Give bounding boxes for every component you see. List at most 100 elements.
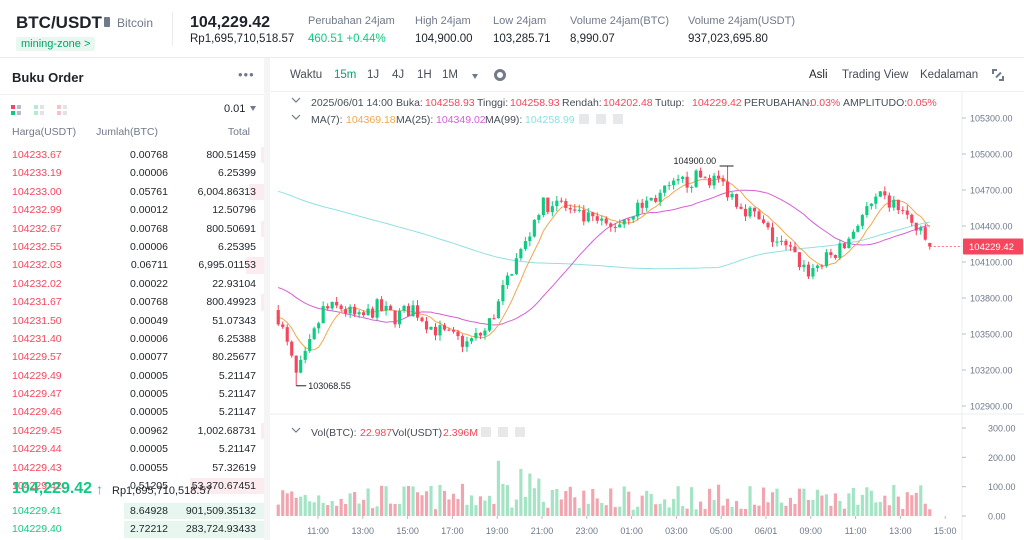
cell-total: 800.51459 <box>206 149 256 161</box>
volume-bar <box>559 499 563 516</box>
ask-row[interactable]: 104232.67 0.00768 800.50691 <box>0 220 264 238</box>
bid-row[interactable]: 104229.40 2.72212 283,724.93433 <box>0 520 264 538</box>
coin-name-link[interactable]: Bitcoin <box>117 16 154 30</box>
settings-icon[interactable] <box>596 114 606 124</box>
view-both-icon[interactable] <box>11 105 21 115</box>
stat-high-24h: High 24jam 104,900.00 <box>415 15 473 45</box>
close-icon[interactable] <box>515 427 525 437</box>
ask-row[interactable]: 104232.55 0.00006 6.25395 <box>0 238 264 256</box>
candle-body <box>294 355 298 373</box>
eye-icon[interactable] <box>481 427 491 437</box>
close-icon[interactable] <box>613 114 623 124</box>
fullscreen-icon[interactable] <box>992 69 1004 81</box>
ask-row[interactable]: 104229.49 0.00005 5.21147 <box>0 367 264 385</box>
volume-bar <box>375 506 379 516</box>
volume-bar <box>402 486 406 516</box>
settings-icon[interactable] <box>498 427 508 437</box>
collapse-volume-icon[interactable] <box>291 427 301 433</box>
coin-info-icon[interactable] <box>104 17 110 27</box>
amplitude-label: AMPLITUDO: <box>843 97 907 109</box>
gear-icon[interactable] <box>494 69 506 81</box>
candle-body <box>456 331 460 337</box>
ask-row[interactable]: 104233.19 0.00006 6.25399 <box>0 164 264 182</box>
mining-zone-tag[interactable]: mining-zone > <box>16 37 96 51</box>
interval-1m[interactable]: 1M <box>442 69 458 81</box>
collapse-legend-icon[interactable] <box>291 97 301 103</box>
volume-bar <box>411 486 415 516</box>
view-asks-icon[interactable] <box>57 105 67 115</box>
stat-volume-usdt: Volume 24jam(USDT) 937,023,695.80 <box>688 15 795 45</box>
candle-body <box>820 265 824 267</box>
ask-row[interactable]: 104229.57 0.00077 80.25677 <box>0 348 264 366</box>
volume-bar <box>568 486 572 516</box>
volume-bar <box>712 499 716 516</box>
volume-bar <box>672 498 676 516</box>
eye-icon[interactable] <box>579 114 589 124</box>
candle-body <box>546 197 550 213</box>
cell-price: 104229.44 <box>12 443 62 456</box>
candle-body <box>690 186 694 188</box>
candle-body <box>887 195 891 208</box>
view-tradingview[interactable]: Trading View <box>842 69 909 81</box>
ask-row[interactable]: 104229.44 0.00005 5.21147 <box>0 440 264 458</box>
ask-row[interactable]: 104231.67 0.00768 800.49923 <box>0 293 264 311</box>
collapse-ma-icon[interactable] <box>291 114 301 120</box>
ask-row[interactable]: 104229.42 0.51205 53,370.67451 <box>0 477 264 495</box>
ask-row[interactable]: 104232.99 0.00012 12.50796 <box>0 201 264 219</box>
price-tick-label: 103200.00 <box>970 366 1013 376</box>
interval-4j[interactable]: 4J <box>392 69 405 81</box>
ask-row[interactable]: 104233.67 0.00768 800.51459 <box>0 146 264 164</box>
view-bids-icon[interactable] <box>34 105 44 115</box>
ask-row[interactable]: 104229.45 0.00962 1,002.68731 <box>0 422 264 440</box>
candle-body <box>708 178 712 186</box>
interval-1j[interactable]: 1J <box>367 69 380 81</box>
column-amount: Jumlah(BTC) <box>96 126 158 138</box>
view-depth[interactable]: Kedalaman <box>920 69 979 81</box>
ask-row[interactable]: 104229.47 0.00005 5.21147 <box>0 385 264 403</box>
interval-1h[interactable]: 1H <box>417 69 432 81</box>
ask-row[interactable]: 104232.02 0.00022 22.93104 <box>0 275 264 293</box>
volume-bar <box>752 504 757 516</box>
bid-list: 104229.41 8.64928 901,509.35132 104229.40 2.… <box>0 502 264 540</box>
volume-bar <box>609 488 613 516</box>
cell-amount: 0.00077 <box>130 351 168 364</box>
candle-body <box>631 216 635 220</box>
ask-row[interactable]: 104231.50 0.00049 51.07343 <box>0 312 264 330</box>
bid-row[interactable]: 104229.41 8.64928 901,509.35132 <box>0 502 264 520</box>
volume-tick-label: 300.00 <box>988 424 1016 434</box>
candle-body <box>344 309 348 314</box>
depth-bar <box>189 478 264 495</box>
chevron-down-icon[interactable] <box>472 74 478 79</box>
order-book-title: Buku Order <box>12 70 84 85</box>
volume-tick-label: 200.00 <box>988 453 1016 463</box>
cell-price: 104229.46 <box>12 406 62 419</box>
volume-bar <box>595 498 599 516</box>
volume-bar <box>447 499 451 516</box>
candle-body <box>429 326 433 330</box>
pair-symbol[interactable]: BTC/USDT <box>16 13 102 32</box>
volume-bar <box>290 491 294 516</box>
more-options-icon[interactable]: ••• <box>238 67 255 82</box>
candle-body <box>811 267 815 277</box>
cell-total: 6,995.01153 <box>198 259 256 272</box>
volume-bar <box>321 502 325 516</box>
volume-bar <box>415 492 420 516</box>
volume-bar <box>564 491 568 516</box>
ask-row[interactable]: 104231.40 0.00006 6.25388 <box>0 330 264 348</box>
ask-row[interactable]: 104229.43 0.00055 57.32619 <box>0 459 264 477</box>
ask-row[interactable]: 104229.46 0.00005 5.21147 <box>0 403 264 421</box>
precision-select[interactable]: 0.01 <box>224 103 246 115</box>
volume-bar <box>380 485 384 516</box>
candle-body <box>712 175 716 186</box>
interval-15m[interactable]: 15m <box>334 69 357 81</box>
candle-body <box>371 308 375 318</box>
view-original[interactable]: Asli <box>809 69 828 81</box>
price-tick-label: 102900.00 <box>970 402 1013 412</box>
ask-row[interactable]: 104232.03 0.06711 6,995.01153 <box>0 256 264 274</box>
chevron-down-icon[interactable] <box>250 106 256 111</box>
stat-change-24h: Perubahan 24jam 460.51 +0.44% <box>308 15 395 45</box>
candle-body <box>627 219 631 221</box>
ask-row[interactable]: 104233.00 0.05761 6,004.86313 <box>0 183 264 201</box>
depth-bar <box>261 147 264 164</box>
